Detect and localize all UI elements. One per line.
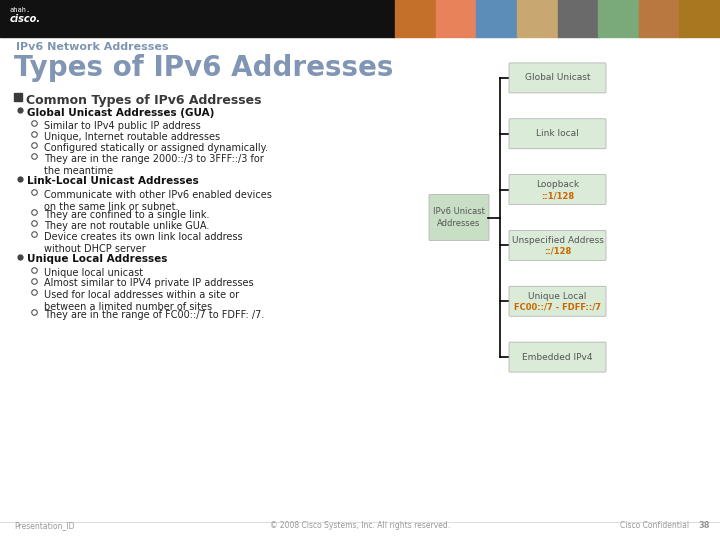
FancyBboxPatch shape <box>509 342 606 372</box>
Text: They are not routable unlike GUA.: They are not routable unlike GUA. <box>44 221 210 231</box>
Bar <box>14 93 22 101</box>
Text: Unique Local: Unique Local <box>528 292 587 301</box>
Bar <box>476 0 518 37</box>
Text: Almost similar to IPV4 private IP addresses: Almost similar to IPV4 private IP addres… <box>44 279 253 288</box>
FancyBboxPatch shape <box>509 63 606 93</box>
Text: Cisco Confidential: Cisco Confidential <box>620 521 689 530</box>
Bar <box>598 0 639 37</box>
Text: ahah.: ahah. <box>10 7 31 13</box>
Text: Presentation_ID: Presentation_ID <box>14 521 74 530</box>
Text: ::1/128: ::1/128 <box>541 191 574 200</box>
Text: They are confined to a single link.: They are confined to a single link. <box>44 210 210 220</box>
Text: IPv6 Unicast
Addresses: IPv6 Unicast Addresses <box>433 207 485 228</box>
Text: Configured statically or assigned dynamically.: Configured statically or assigned dynami… <box>44 143 268 153</box>
Text: Types of IPv6 Addresses: Types of IPv6 Addresses <box>14 54 393 82</box>
Bar <box>680 0 720 37</box>
Text: Global Unicast: Global Unicast <box>525 73 590 83</box>
FancyBboxPatch shape <box>509 174 606 205</box>
Text: © 2008 Cisco Systems, Inc. All rights reserved.: © 2008 Cisco Systems, Inc. All rights re… <box>270 521 450 530</box>
Bar <box>0 0 395 37</box>
Text: They are in the range of FC00::/7 to FDFF: /7.: They are in the range of FC00::/7 to FDF… <box>44 310 264 320</box>
Text: Device creates its own link local address
without DHCP server: Device creates its own link local addres… <box>44 232 243 254</box>
Text: 38: 38 <box>698 521 710 530</box>
Text: FC00::/7 - FDFF::/7: FC00::/7 - FDFF::/7 <box>514 303 601 312</box>
Text: Similar to IPv4 public IP address: Similar to IPv4 public IP address <box>44 121 201 131</box>
Text: Link-Local Unicast Addresses: Link-Local Unicast Addresses <box>27 177 199 186</box>
Bar <box>639 0 680 37</box>
Text: IPv6 Network Addresses: IPv6 Network Addresses <box>16 42 168 52</box>
FancyBboxPatch shape <box>509 119 606 148</box>
Text: Link local: Link local <box>536 129 579 138</box>
Text: Global Unicast Addresses (GUA): Global Unicast Addresses (GUA) <box>27 108 215 118</box>
Bar <box>436 0 477 37</box>
Bar <box>557 0 598 37</box>
FancyBboxPatch shape <box>509 231 606 260</box>
Text: Unspecified Address: Unspecified Address <box>512 236 603 245</box>
Bar <box>517 0 558 37</box>
Text: Common Types of IPv6 Addresses: Common Types of IPv6 Addresses <box>26 94 261 107</box>
Text: Unique Local Addresses: Unique Local Addresses <box>27 254 167 265</box>
FancyBboxPatch shape <box>429 194 489 240</box>
Text: Used for local addresses within a site or
between a limited number of sites: Used for local addresses within a site o… <box>44 289 239 312</box>
Text: They are in the range 2000::/3 to 3FFF::/3 for
the meantime: They are in the range 2000::/3 to 3FFF::… <box>44 154 264 176</box>
Text: Embedded IPv4: Embedded IPv4 <box>522 353 593 362</box>
Text: Unique local unicast: Unique local unicast <box>44 267 143 278</box>
Text: Communicate with other IPv6 enabled devices
on the same link or subnet.: Communicate with other IPv6 enabled devi… <box>44 190 272 212</box>
Text: Unique, Internet routable addresses: Unique, Internet routable addresses <box>44 132 220 142</box>
Text: cisco.: cisco. <box>10 14 41 24</box>
Bar <box>395 0 436 37</box>
Text: ::/128: ::/128 <box>544 247 571 256</box>
Text: Loopback: Loopback <box>536 180 579 189</box>
FancyBboxPatch shape <box>509 286 606 316</box>
